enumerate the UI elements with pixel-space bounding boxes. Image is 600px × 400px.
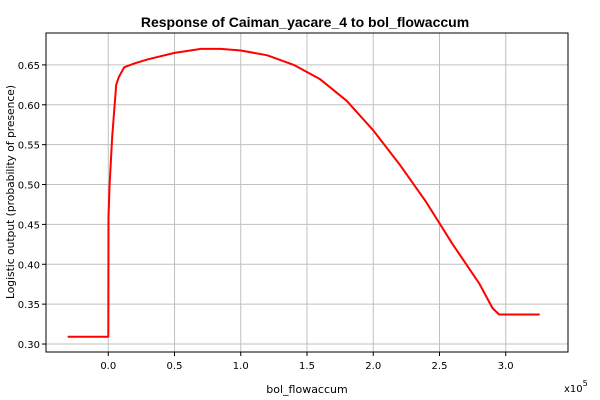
- chart-title: Response of Caiman_yacare_4 to bol_flowa…: [141, 14, 469, 30]
- y-axis-label: Logistic output (probability of presence…: [4, 85, 17, 299]
- y-tick-label: 0.45: [18, 220, 40, 231]
- axis-ticks: 0.0 0.5 1.0 1.5 2.0 2.5 3.0 0.30 0.35 0.40 0.45 0.5…: [18, 61, 514, 372]
- y-tick-label: 0.65: [18, 61, 40, 72]
- x-tick-label: 1.0: [233, 361, 249, 372]
- grid-lines: [46, 33, 568, 352]
- x-tick-label: 0.0: [100, 361, 116, 372]
- x-tick-label: 0.5: [167, 361, 183, 372]
- y-tick-label: 0.35: [18, 300, 40, 311]
- x-tick-label: 1.5: [299, 361, 315, 372]
- x-tick-label: 2.0: [365, 361, 381, 372]
- y-tick-label: 0.55: [18, 141, 40, 152]
- x-axis-label: bol_flowaccum: [266, 383, 347, 396]
- series-line: [67, 47, 540, 338]
- x-axis-multiplier-base: x10: [564, 384, 583, 395]
- y-tick-label: 0.60: [18, 101, 40, 112]
- x-tick-label: 2.5: [432, 361, 448, 372]
- y-tick-label: 0.40: [18, 260, 40, 271]
- x-tick-label: 3.0: [498, 361, 514, 372]
- y-tick-label: 0.30: [18, 340, 40, 351]
- y-tick-label: 0.50: [18, 181, 40, 192]
- x-axis-multiplier-exponent: 5: [583, 379, 588, 388]
- x-axis-multiplier: x105: [564, 379, 588, 395]
